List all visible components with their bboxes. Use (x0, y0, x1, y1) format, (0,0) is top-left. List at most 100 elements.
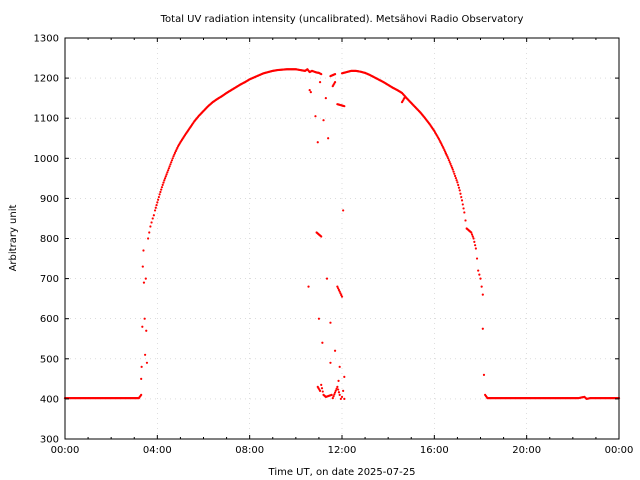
data-point (151, 217, 154, 220)
data-point (322, 119, 325, 122)
data-point (443, 148, 446, 152)
data-point (329, 361, 332, 364)
data-point (530, 397, 533, 400)
data-point (157, 195, 160, 199)
data-point (145, 329, 148, 332)
data-point (340, 295, 344, 298)
data-point (474, 244, 477, 247)
data-point (470, 233, 474, 236)
data-point (163, 179, 166, 182)
data-point (338, 290, 341, 293)
data-point (329, 321, 332, 324)
data-point (402, 98, 405, 101)
data-point (155, 203, 158, 207)
data-point (559, 397, 562, 400)
data-point (342, 104, 345, 108)
data-point (444, 152, 447, 155)
data-point (132, 397, 135, 400)
data-point (333, 349, 337, 352)
data-point (170, 159, 174, 162)
data-point (160, 188, 163, 191)
data-series (63, 68, 621, 400)
data-point (547, 397, 551, 400)
data-point (332, 395, 335, 398)
data-point (452, 170, 455, 173)
data-point (461, 203, 464, 206)
data-point (161, 183, 164, 186)
data-point (454, 176, 457, 180)
x-tick-label: 00:00 (605, 445, 634, 456)
data-point (342, 209, 345, 212)
data-point (140, 377, 143, 380)
data-point (142, 249, 145, 252)
data-point (475, 257, 479, 260)
data-point (450, 166, 454, 169)
data-point (86, 397, 89, 400)
data-point (319, 234, 322, 237)
data-point (437, 136, 440, 139)
data-point (333, 391, 337, 394)
data-point (495, 397, 499, 400)
data-point (140, 365, 143, 368)
data-point (565, 397, 568, 400)
data-point (464, 219, 467, 222)
data-point (333, 73, 336, 76)
data-point (480, 285, 483, 288)
data-point (159, 190, 162, 194)
data-point (109, 397, 112, 400)
data-point (144, 353, 147, 356)
data-point (458, 189, 461, 192)
data-point (432, 128, 435, 131)
data-point (91, 397, 95, 400)
data-point (169, 163, 172, 166)
data-point (460, 199, 464, 202)
y-tick-label: 1300 (34, 34, 59, 45)
data-point (337, 379, 340, 382)
data-point (485, 395, 488, 399)
data-point (479, 277, 482, 280)
data-point (147, 237, 150, 240)
data-point (473, 240, 476, 243)
data-point (167, 167, 170, 170)
data-point (418, 110, 421, 113)
data-point (481, 327, 484, 330)
y-tick-label: 800 (40, 234, 59, 245)
data-point (518, 397, 522, 400)
data-point (163, 177, 167, 180)
data-point (593, 397, 597, 400)
data-point (160, 186, 164, 189)
data-point (173, 151, 177, 154)
data-point (178, 142, 181, 145)
data-point (507, 397, 510, 400)
data-point (143, 317, 146, 320)
data-point (444, 150, 447, 153)
data-point (183, 135, 186, 138)
data-point (339, 397, 342, 400)
data-point (154, 206, 157, 209)
data-point (176, 146, 179, 149)
data-point (168, 165, 171, 168)
data-point (542, 397, 545, 400)
data-point (337, 287, 340, 290)
data-point (148, 231, 151, 234)
data-point (446, 155, 449, 158)
x-axis-title: Time UT, on date 2025-07-25 (268, 467, 416, 478)
data-point (451, 168, 454, 171)
data-point (318, 81, 322, 84)
x-tick-label: 00:00 (51, 445, 80, 456)
y-tick-label: 1200 (34, 74, 59, 85)
grid (65, 38, 619, 439)
data-point (325, 277, 329, 280)
data-point (447, 157, 450, 160)
data-point (115, 397, 118, 400)
data-point (462, 207, 465, 210)
data-point (605, 397, 608, 400)
data-point (173, 153, 176, 156)
data-point (490, 397, 493, 400)
y-tick-label: 400 (40, 394, 59, 405)
data-point (139, 394, 142, 398)
data-point (327, 137, 330, 140)
data-point (319, 72, 322, 75)
data-point (156, 201, 159, 204)
data-point (141, 265, 144, 268)
